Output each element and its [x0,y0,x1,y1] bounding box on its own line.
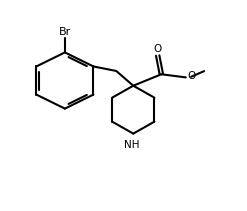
Text: NH: NH [124,140,140,150]
Text: O: O [187,71,195,81]
Text: O: O [154,44,162,54]
Text: Br: Br [59,27,71,37]
